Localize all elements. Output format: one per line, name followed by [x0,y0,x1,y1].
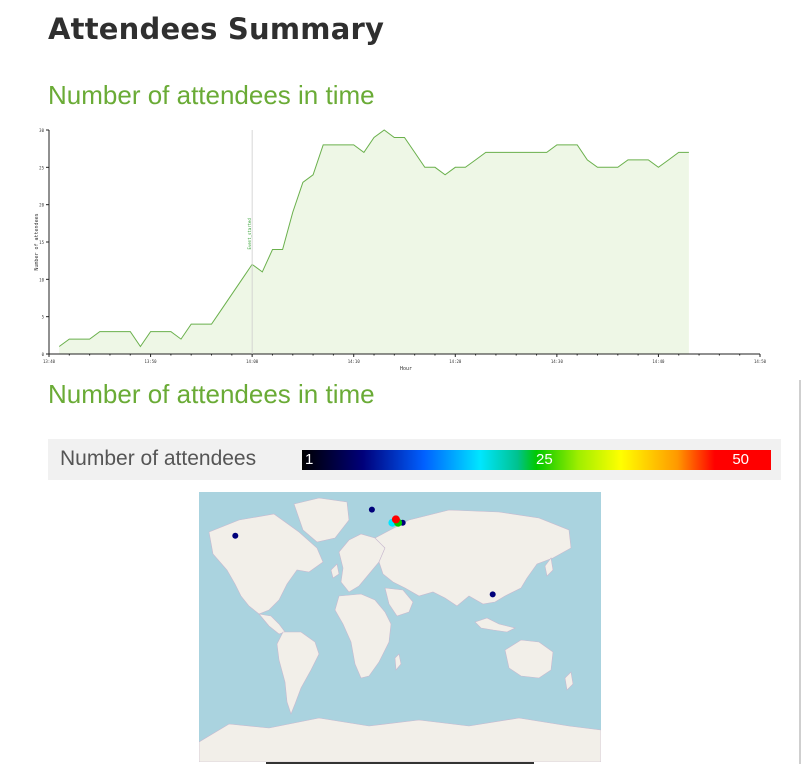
arabia [384,587,414,617]
x-axis-label: Hour [400,366,412,372]
y-tick-label: 20 [39,203,44,208]
europe [338,533,386,593]
uk [330,563,340,579]
y-axis-label: Number of attendees [34,213,40,270]
color-legend: Number of attendees 1 25 50 [48,439,781,480]
color-scale: 1 25 50 [302,450,771,470]
x-tick-label: 14:40 [652,359,665,364]
attendees-series-line [58,129,689,348]
attendee-markers [232,506,496,598]
scale-mid-label: 25 [536,451,553,468]
map-footer-edge [266,762,534,764]
scrollbar[interactable] [799,380,801,764]
attendees-area-fill [59,130,689,354]
y-tick-label: 30 [39,128,44,133]
x-tick-label: 14:00 [246,359,259,364]
australia [504,639,554,679]
x-tick-label: 14:30 [551,359,564,364]
section-title-attendees-map: Number of attendees in time [48,379,375,409]
x-tick-label: 14:50 [754,359,767,364]
world-map[interactable] [199,492,601,762]
page-title: Attendees Summary [48,12,385,46]
north-america [208,513,324,615]
attendee-marker[interactable] [391,515,400,524]
asia [374,509,572,607]
japan [544,557,554,577]
scale-min-label: 1 [305,451,314,468]
x-tick-label: 13:40 [43,359,56,364]
event-marker-label: Event_started [247,218,252,250]
scale-max-label: 50 [732,451,749,468]
antarctica [199,717,601,762]
y-tick-label: 5 [42,315,45,320]
africa [334,593,392,679]
attendees-line-chart[interactable]: 0 5 10 15 20 25 30 13:40 13:50 14:00 14:10 14:20 14… [30,126,770,374]
legend-label: Number of attendees [60,447,257,470]
x-tick-label: 14:20 [449,359,462,364]
attendee-marker[interactable] [232,532,239,539]
attendee-marker[interactable] [489,591,496,598]
madagascar [394,653,402,671]
greenland [293,497,350,543]
y-tick-label: 10 [39,277,44,282]
south-america [276,631,320,715]
y-tick-label: 0 [42,352,45,357]
attendee-marker[interactable] [368,506,375,513]
y-tick-label: 25 [39,165,44,170]
x-tick-label: 13:50 [145,359,158,364]
section-title-attendees-chart: Number of attendees in time [48,80,375,110]
x-tick-label: 14:10 [348,359,361,364]
y-tick-label: 15 [39,240,44,245]
landmasses [199,497,601,762]
indonesia [474,617,516,633]
world-map-canvas[interactable] [199,492,601,762]
new-zealand [564,671,574,691]
